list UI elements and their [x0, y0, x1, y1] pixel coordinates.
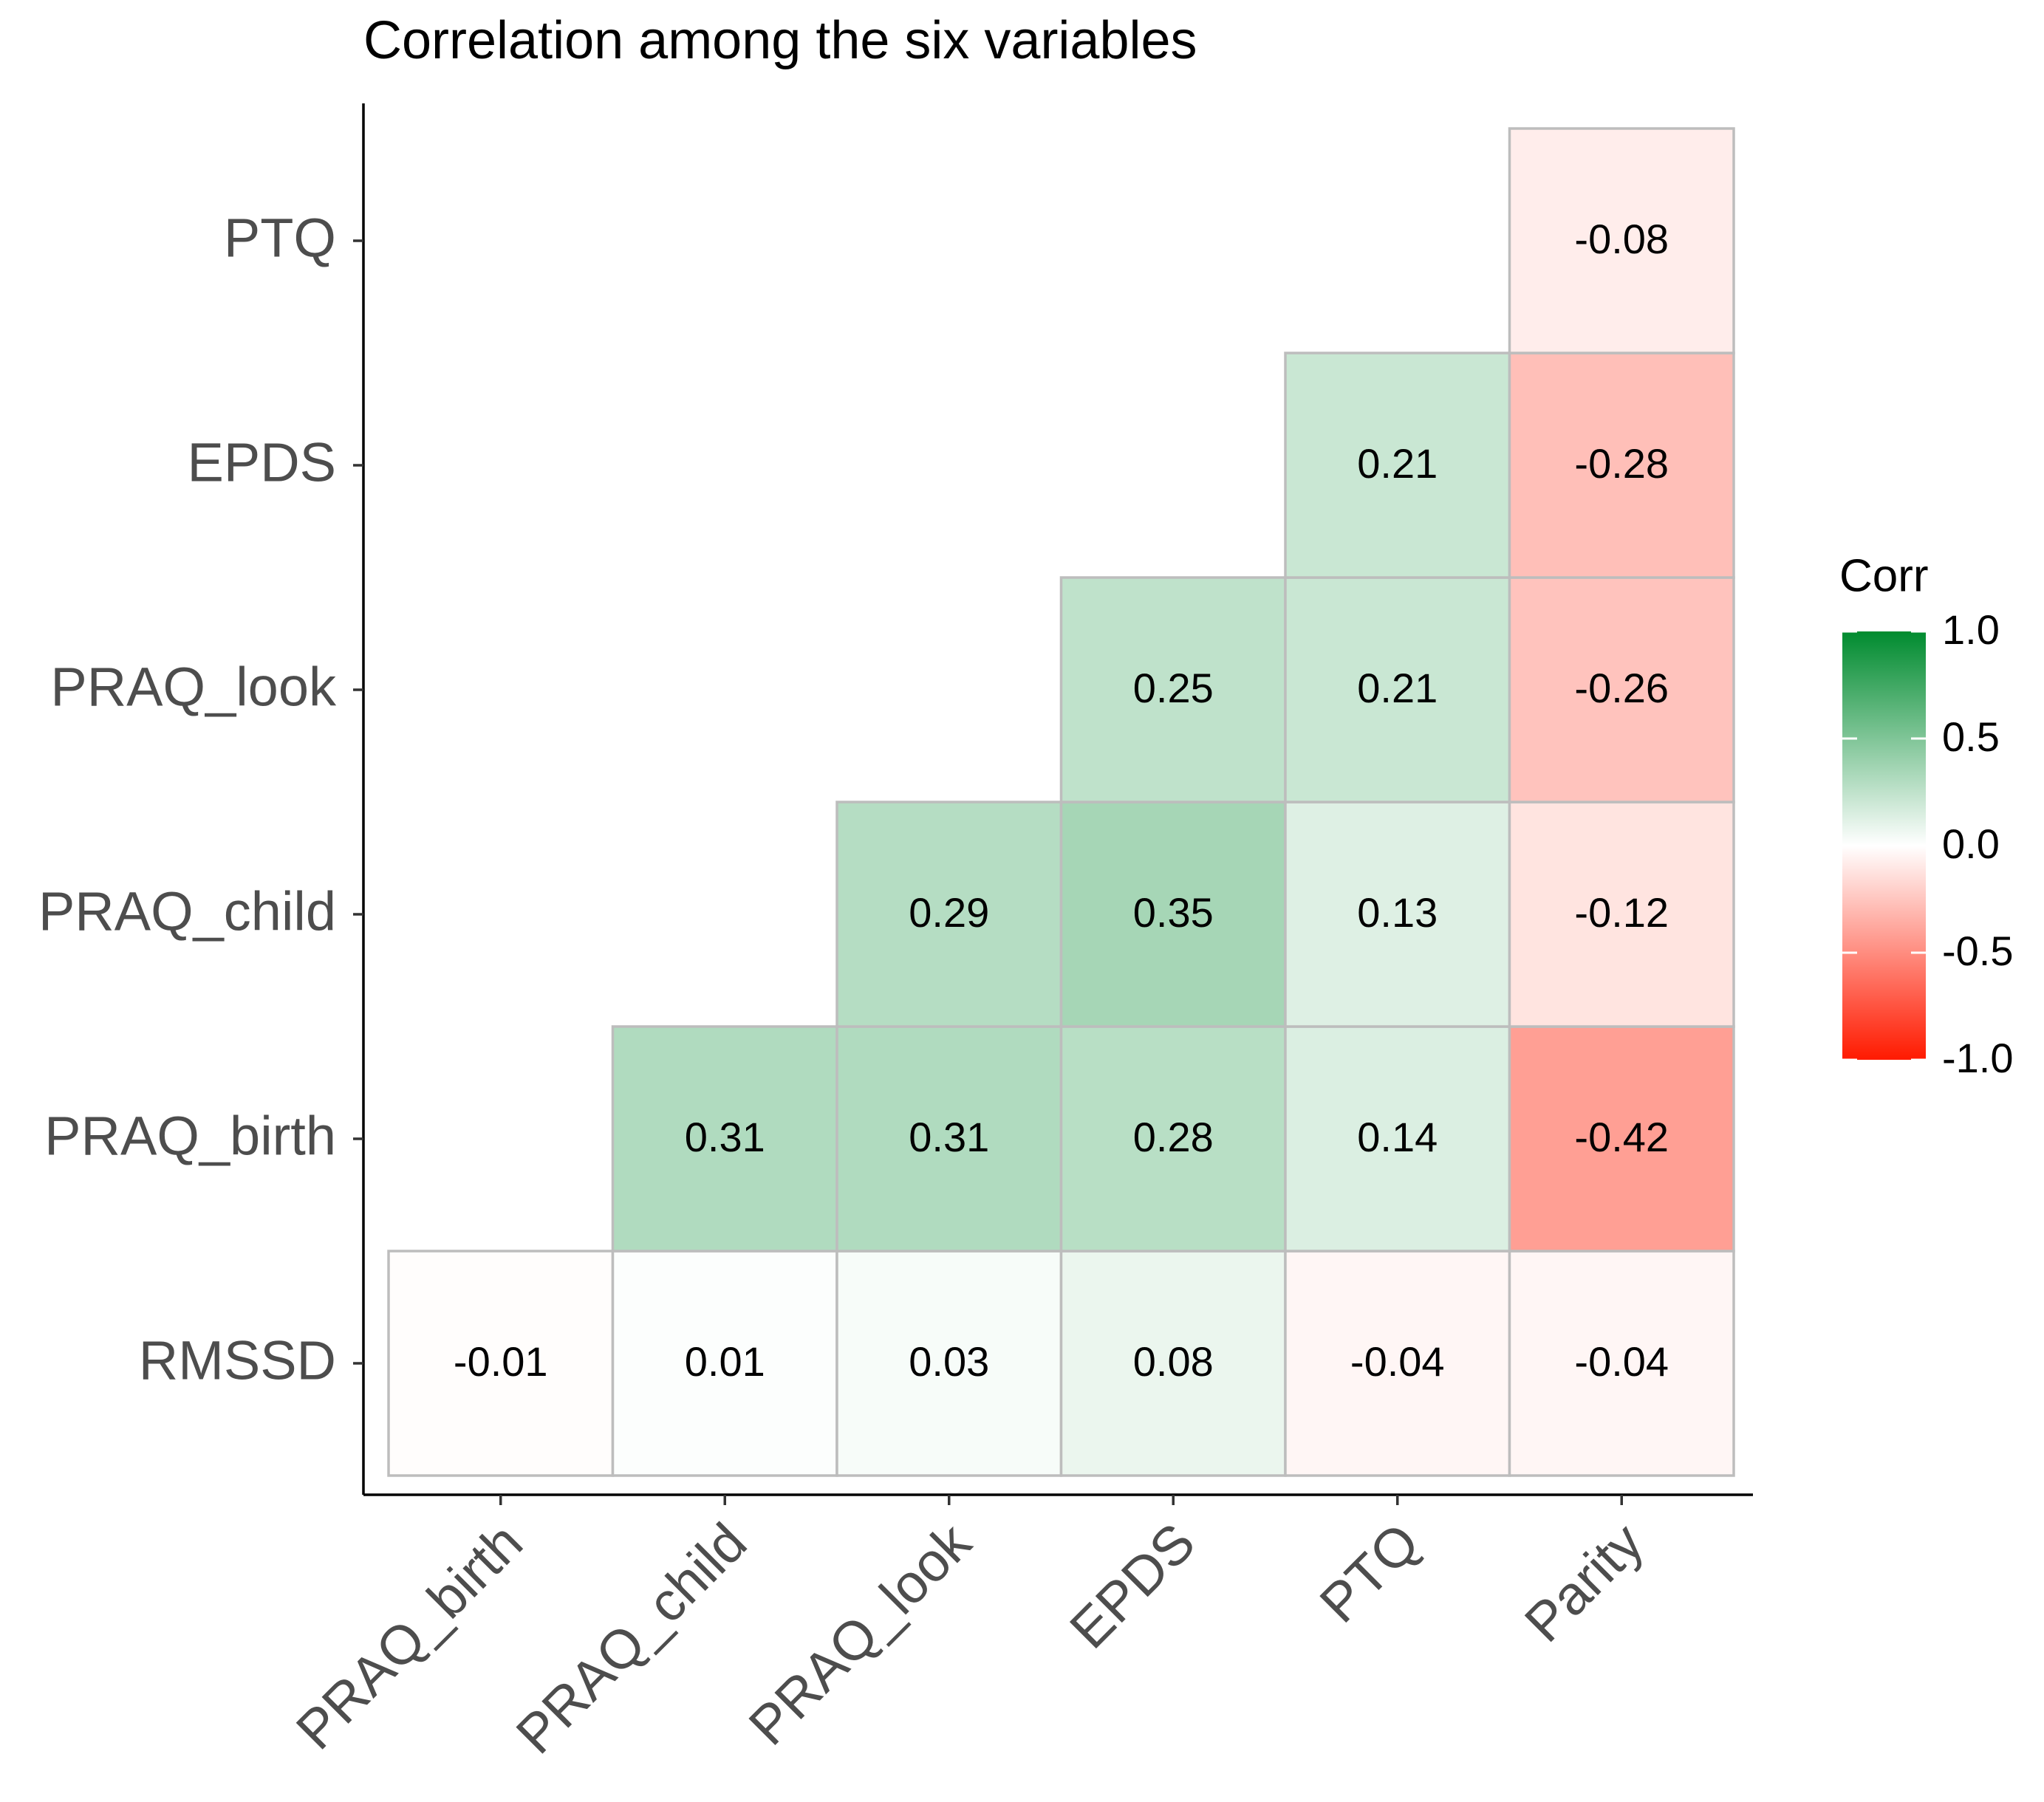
colorbar-tick-label: -0.5 [1942, 928, 2014, 974]
heatmap-cell [611, 1025, 838, 1253]
heatmap-cell [387, 1250, 615, 1477]
cell-label: 0.35 [1133, 889, 1214, 936]
heatmap-cell [1059, 801, 1287, 1028]
heatmap-cell [835, 801, 1063, 1028]
legend-title: Corr [1839, 550, 1929, 601]
colorbar-tick-label: -1.0 [1942, 1035, 2014, 1081]
heatmap-cell [1508, 1250, 1735, 1477]
heatmap-cell [1508, 1025, 1735, 1253]
cell-label: 0.03 [909, 1338, 989, 1385]
y-tick-label: PRAQ_look [50, 657, 337, 718]
y-tick-label: PTQ [224, 208, 336, 269]
cell-label: 0.13 [1357, 889, 1438, 936]
cell-label: 0.31 [909, 1114, 989, 1160]
cell-label: -0.12 [1574, 889, 1669, 936]
heatmap-cell [1059, 1025, 1287, 1253]
y-tick-label: RMSSD [139, 1330, 336, 1391]
heatmap-cell [1508, 127, 1735, 354]
colorbar-tick-label: 1.0 [1942, 606, 2000, 653]
cell-label: -0.28 [1574, 440, 1669, 487]
y-tick-label: PRAQ_child [38, 881, 336, 942]
x-tick-label: PRAQ_look [737, 1511, 983, 1757]
x-tick-label: EPDS [1058, 1511, 1206, 1659]
cell-label: 0.31 [685, 1114, 765, 1160]
cell-label: 0.21 [1357, 440, 1438, 487]
heatmap-cell [1284, 576, 1511, 804]
cell-label: 0.08 [1133, 1338, 1214, 1385]
colorbar-tick-label: 0.0 [1942, 821, 2000, 867]
x-tick-label: PRAQ_child [505, 1511, 759, 1765]
heatmap-cell [1508, 352, 1735, 579]
cell-label: 0.21 [1357, 665, 1438, 711]
heatmap-cell [1508, 801, 1735, 1028]
x-tick-label: PRAQ_birth [284, 1511, 534, 1761]
chart-title: Correlation among the six variables [363, 11, 1197, 70]
x-tick-label: PTQ [1308, 1511, 1431, 1634]
cell-label: -0.08 [1574, 216, 1669, 262]
heatmap-cell [1284, 801, 1511, 1028]
cell-label: 0.25 [1133, 665, 1214, 711]
cell-label: -0.26 [1574, 665, 1669, 711]
cell-label: 0.29 [909, 889, 989, 936]
cell-label: -0.42 [1574, 1114, 1669, 1160]
cell-label: -0.01 [454, 1338, 548, 1385]
cell-label: -0.04 [1574, 1338, 1669, 1385]
heatmap-cell [1059, 1250, 1287, 1477]
cell-label: 0.28 [1133, 1114, 1214, 1160]
heatmap-cell [1508, 576, 1735, 804]
y-tick-label: PRAQ_birth [44, 1106, 336, 1167]
heatmap-cell [835, 1025, 1063, 1253]
heatmap-cell [1059, 576, 1287, 804]
cell-label: 0.01 [685, 1338, 765, 1385]
heatmap-cell [835, 1250, 1063, 1477]
colorbar-tick-label: 0.5 [1942, 713, 2000, 760]
cell-label: -0.04 [1350, 1338, 1445, 1385]
x-tick-label: Parity [1513, 1511, 1655, 1653]
y-tick-label: EPDS [187, 432, 336, 493]
cell-label: 0.14 [1357, 1114, 1438, 1160]
